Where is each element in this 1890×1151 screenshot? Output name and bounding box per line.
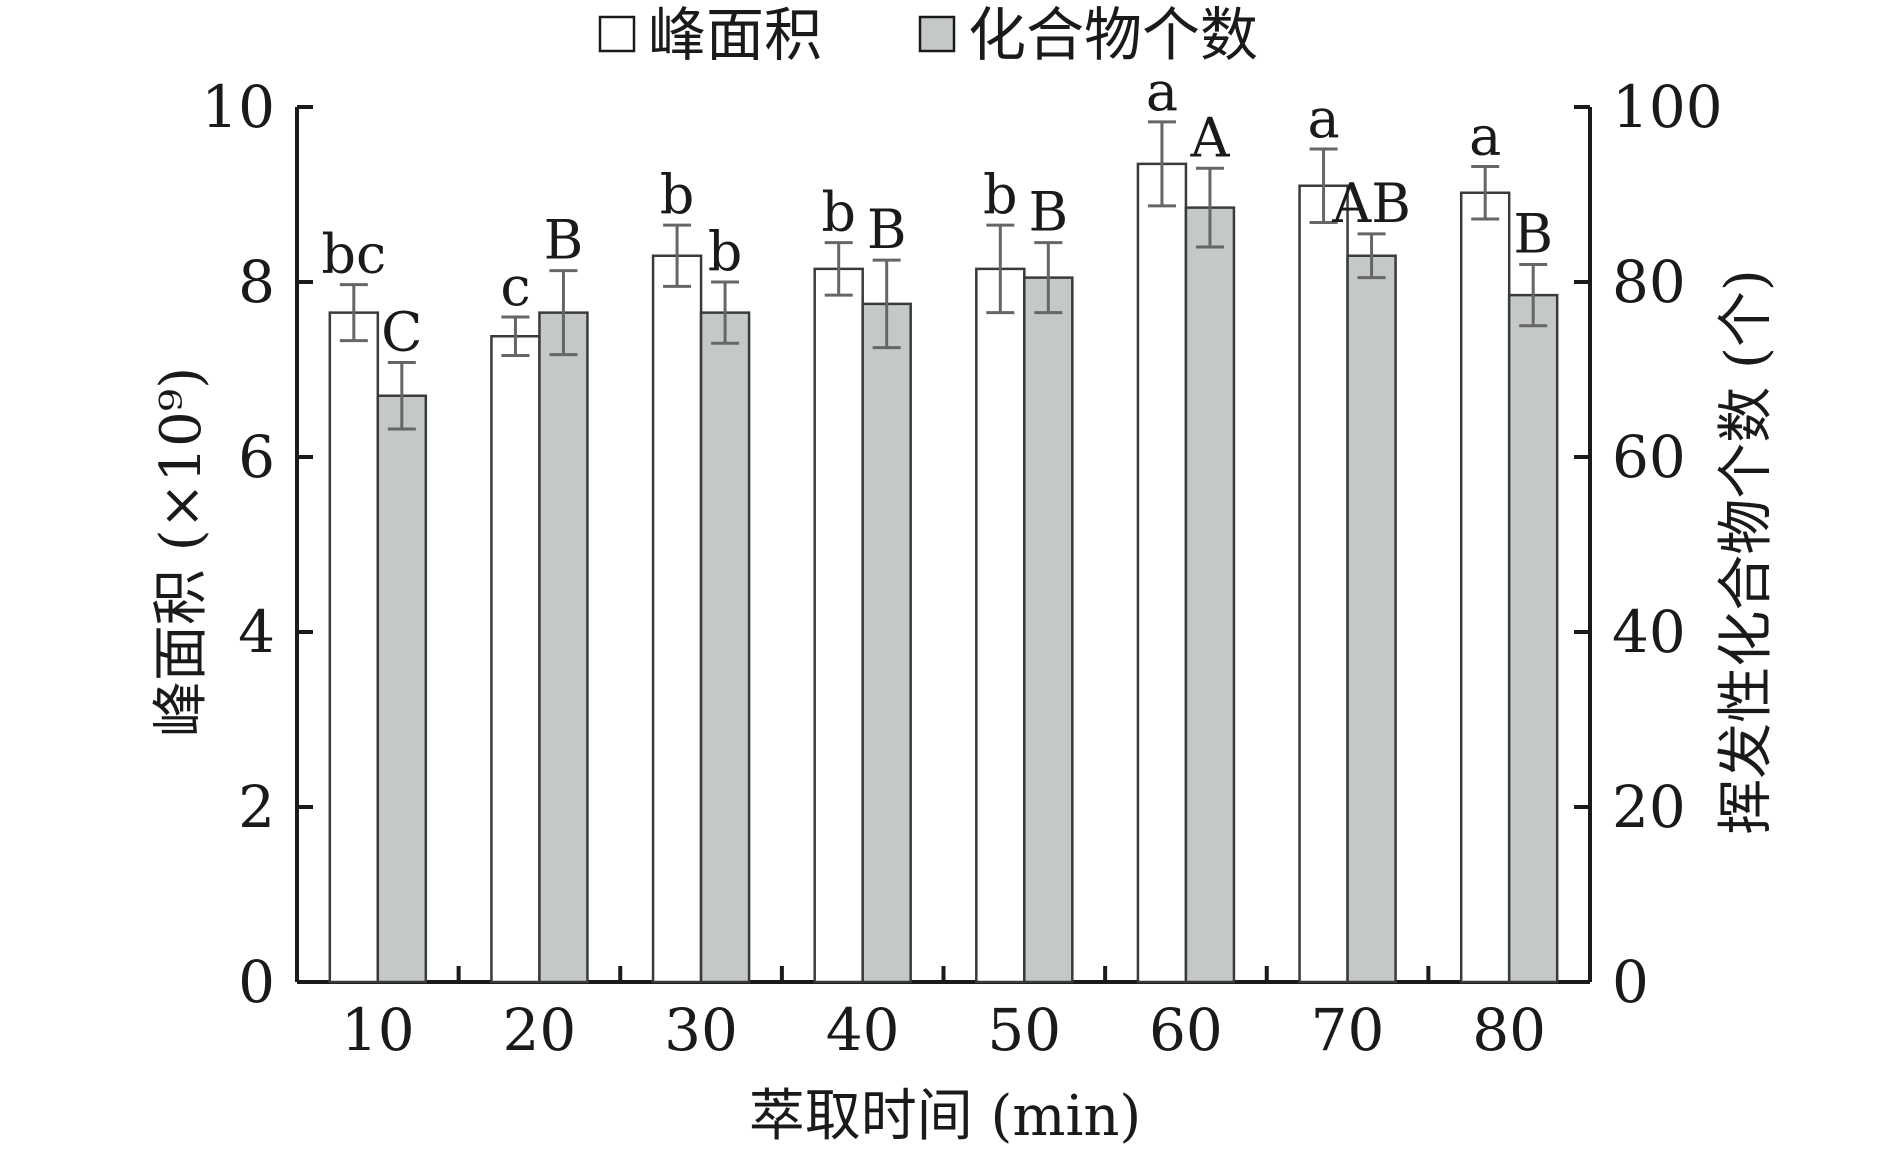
legend: 峰面积 化合物个数 — [598, 1, 1258, 69]
y-left-tick-label: 0 — [238, 948, 275, 1016]
legend-swatch-peak-area — [598, 15, 636, 53]
bar — [1507, 293, 1559, 984]
bar — [1298, 184, 1349, 984]
significance-label: A — [1189, 106, 1230, 169]
significance-label: B — [544, 209, 584, 272]
bar — [651, 254, 703, 984]
significance-label: b — [660, 163, 695, 226]
bar — [1136, 162, 1188, 984]
y-left-tick-label: 4 — [238, 598, 275, 666]
significance-label: bc — [321, 223, 386, 286]
bars — [328, 120, 1559, 984]
significance-label: a — [1146, 60, 1178, 123]
y-right-tick-label: 60 — [1612, 423, 1686, 491]
y-axis-right-title: 挥发性化合物个数 (个) — [1714, 269, 1779, 835]
x-tick-label: 50 — [987, 996, 1061, 1064]
legend-label-compound-count: 化合物个数 — [968, 1, 1258, 69]
legend-label-peak-area: 峰面积 — [648, 1, 822, 69]
significance-label: B — [867, 198, 907, 261]
x-axis-title: 萃取时间 (min) — [749, 1084, 1142, 1149]
bar — [1184, 206, 1236, 984]
bar — [699, 311, 751, 984]
y-right-tick-label: 20 — [1612, 773, 1686, 841]
significance-label: c — [500, 255, 530, 318]
x-tick-label: 10 — [341, 996, 415, 1064]
bar — [1459, 191, 1511, 984]
bar — [813, 267, 864, 984]
y-left-tick-label: 8 — [238, 248, 275, 316]
x-tick-label: 70 — [1311, 996, 1385, 1064]
significance-label: b — [983, 163, 1018, 226]
x-tick-label: 60 — [1149, 996, 1223, 1064]
significance-label: B — [1028, 181, 1068, 244]
significance-label: AB — [1331, 172, 1411, 235]
significance-label: b — [821, 181, 856, 244]
x-tick-label: 40 — [826, 996, 900, 1064]
bar — [975, 267, 1026, 984]
y-right-tick-label: 80 — [1612, 248, 1686, 316]
y-right-tick-label: 0 — [1612, 948, 1649, 1016]
y-left-tick-label: 10 — [201, 73, 275, 141]
significance-label: C — [381, 301, 422, 364]
x-tick-label: 80 — [1472, 996, 1546, 1064]
significance-label: a — [1307, 87, 1339, 150]
significance-label: a — [1469, 105, 1501, 168]
bar — [490, 335, 541, 984]
bar — [538, 311, 589, 984]
significance-label: b — [708, 220, 743, 283]
x-tick-label: 30 — [664, 996, 738, 1064]
bar — [328, 311, 380, 984]
legend-swatch-compound-count — [918, 15, 956, 53]
y-left-tick-label: 6 — [238, 423, 275, 491]
bar — [1023, 276, 1074, 984]
bar — [861, 302, 912, 984]
bar — [376, 394, 428, 984]
y-right-tick-label: 40 — [1612, 598, 1686, 666]
bar — [1346, 254, 1397, 984]
x-tick-label: 20 — [503, 996, 577, 1064]
y-left-tick-label: 2 — [238, 773, 275, 841]
y-right-tick-label: 100 — [1612, 73, 1723, 141]
y-axis-left-title: 峰面积 (×10⁹) — [149, 367, 214, 737]
significance-label: B — [1513, 203, 1553, 266]
